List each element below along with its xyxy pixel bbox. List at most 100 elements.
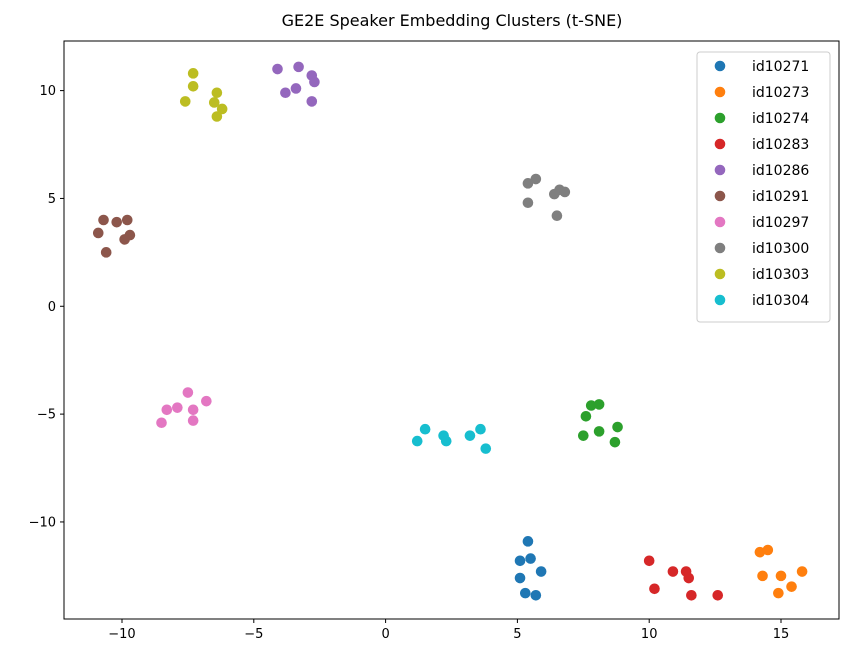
point-id10291-1 (98, 214, 109, 226)
legend-label-id10286: id10286 (752, 163, 809, 179)
point-id10271-7 (530, 589, 542, 601)
point-id10286-4 (309, 76, 320, 88)
legend-label-id10283: id10283 (752, 137, 809, 153)
point-id10286-1 (272, 63, 283, 75)
legend-label-id10304: id10304 (752, 293, 809, 309)
point-id10271-2 (514, 555, 526, 567)
legend: id10271 id10273 id10274 id10283 id10286 id102… (696, 51, 831, 323)
legend-label-id10271: id10271 (752, 59, 809, 75)
point-id10304-2 (475, 423, 486, 435)
point-id10291-2 (111, 216, 123, 228)
y-tick-label: −10 (29, 515, 56, 530)
x-tick-label: −5 (244, 627, 263, 642)
point-id10283-5 (649, 583, 660, 595)
point-id10283-7 (712, 589, 724, 601)
y-tick-label: −5 (37, 408, 56, 423)
legend-marker-id10286 (714, 164, 726, 176)
point-id10297-2 (201, 395, 212, 407)
point-id10297-6 (187, 415, 199, 426)
point-id10271-1 (522, 536, 534, 547)
x-tick-label: −10 (108, 627, 135, 642)
legend-marker-id10273 (714, 86, 726, 98)
point-id10273-5 (775, 570, 787, 582)
point-id10291-4 (92, 227, 104, 239)
point-id10273-7 (773, 587, 784, 599)
point-id10274-7 (609, 436, 621, 448)
legend-marker-id10271 (714, 60, 726, 72)
legend-marker-id10291 (714, 190, 726, 202)
point-id10304-6 (440, 435, 452, 447)
point-id10291-6 (119, 234, 130, 245)
point-id10297-7 (156, 417, 167, 429)
legend-marker-id10304 (714, 294, 726, 306)
x-tick-label: 10 (641, 627, 658, 642)
point-id10274-4 (612, 421, 623, 433)
point-id10283-1 (643, 555, 655, 567)
point-id10283-2 (667, 566, 679, 577)
legend-marker-id10300 (714, 242, 726, 254)
point-id10286-5 (290, 83, 302, 94)
point-id10304-4 (464, 430, 476, 441)
point-id10300-1 (530, 173, 542, 185)
point-id10303-5 (208, 97, 220, 108)
point-id10300-5 (549, 188, 560, 200)
legend-box (696, 51, 831, 323)
point-id10274-5 (593, 426, 605, 437)
y-tick-label: 5 (48, 192, 56, 207)
point-id10291-7 (100, 247, 112, 258)
point-id10303-3 (211, 87, 223, 99)
legend-label-id10303: id10303 (752, 267, 809, 283)
point-id10286-6 (280, 87, 291, 99)
point-id10271-5 (514, 572, 526, 584)
point-id10300-7 (551, 210, 563, 221)
point-id10271-4 (535, 566, 547, 577)
point-id10274-1 (585, 400, 597, 411)
point-id10273-6 (786, 581, 797, 592)
point-id10273-3 (757, 570, 768, 582)
legend-label-id10300: id10300 (752, 241, 809, 257)
point-id10273-2 (762, 544, 774, 556)
plot-frame (63, 40, 840, 620)
chart-title: GE2E Speaker Embedding Clusters (t-SNE) (282, 11, 623, 30)
x-tick-label: 0 (381, 627, 389, 642)
point-id10283-6 (686, 589, 697, 601)
axes-layer: −10 −5 0 5 10 15 −10 −5 0 5 10 (29, 40, 840, 642)
point-id10300-4 (559, 186, 571, 198)
legend-marker-id10303 (714, 268, 726, 280)
point-id10271-6 (520, 587, 531, 599)
point-id10297-5 (187, 404, 199, 416)
point-id10286-2 (293, 61, 304, 73)
point-id10303-7 (211, 111, 223, 122)
point-id10286-7 (306, 96, 318, 107)
point-id10274-2 (593, 399, 605, 410)
point-id10297-4 (161, 404, 173, 416)
point-id10273-4 (796, 566, 808, 577)
point-id10300-6 (522, 197, 534, 209)
point-id10300-2 (522, 178, 534, 189)
point-id10304-5 (411, 435, 423, 447)
point-id10274-6 (578, 430, 589, 441)
x-tick-label: 5 (513, 627, 521, 642)
point-id10304-1 (419, 423, 431, 435)
y-tick-label: 10 (39, 84, 56, 99)
point-id10304-7 (480, 443, 492, 454)
legend-label-id10291: id10291 (752, 189, 809, 205)
point-id10297-1 (182, 387, 194, 398)
legend-marker-id10274 (714, 112, 726, 124)
legend-marker-id10283 (714, 138, 726, 150)
point-id10303-4 (179, 96, 191, 107)
point-id10274-3 (580, 410, 592, 422)
legend-label-id10274: id10274 (752, 111, 809, 127)
points-layer (92, 61, 808, 601)
point-id10303-2 (187, 80, 199, 92)
legend-label-id10273: id10273 (752, 85, 809, 101)
y-tick-label: 0 (48, 300, 56, 315)
point-id10297-3 (172, 402, 183, 413)
x-tick-label: 15 (773, 627, 790, 642)
legend-marker-id10297 (714, 216, 726, 228)
point-id10283-4 (683, 572, 695, 584)
point-id10291-3 (121, 214, 133, 226)
point-id10303-1 (187, 68, 199, 79)
point-id10271-3 (525, 553, 536, 564)
